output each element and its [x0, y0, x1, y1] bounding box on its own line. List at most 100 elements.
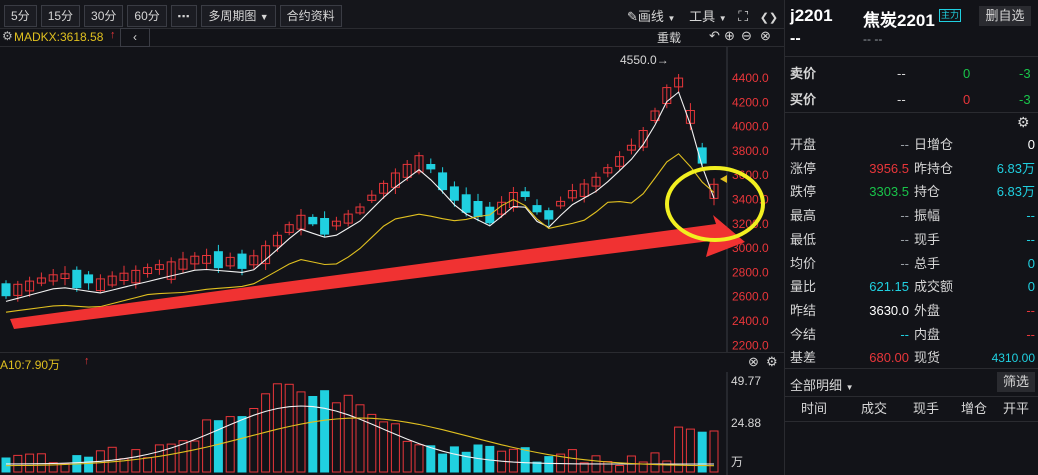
- zoom-out-icon[interactable]: ⊖: [741, 28, 752, 43]
- volume-bar: [166, 443, 176, 473]
- volume-axis-max: 49.77: [731, 374, 761, 388]
- filter-button[interactable]: 筛选: [997, 372, 1035, 392]
- indicator-switch-button[interactable]: ‹: [120, 28, 150, 47]
- stat-value: 3956.5: [869, 160, 909, 176]
- stat-value: 0: [1027, 279, 1035, 295]
- price-axis-tick: 3000.0: [732, 241, 769, 255]
- period-30min-button[interactable]: 30分: [84, 5, 124, 27]
- zoom-in-icon[interactable]: ⊕: [724, 28, 735, 43]
- stat-label: 现手: [914, 231, 941, 247]
- stat-label: 日增仓: [914, 137, 954, 152]
- volume-bar: [331, 402, 341, 473]
- ask-label: 卖价: [790, 66, 817, 81]
- stat-label: 振幅: [914, 208, 941, 224]
- volume-bar: [508, 448, 518, 473]
- undo-icon[interactable]: ↶: [709, 28, 720, 43]
- volume-bar: [320, 390, 330, 473]
- stat-value: --: [1026, 302, 1035, 318]
- volume-bar: [36, 453, 46, 473]
- volume-bar: [154, 444, 164, 473]
- max-price-marker: 4550.0→: [620, 53, 669, 67]
- volume-bar: [84, 456, 94, 473]
- volume-bar: [272, 383, 282, 473]
- period-60min-button[interactable]: 60分: [127, 5, 167, 27]
- volume-bar: [402, 440, 412, 473]
- stats-row: 量比 621.15 成交额 0: [785, 275, 1038, 299]
- close-icon[interactable]: ⊗: [760, 28, 771, 43]
- gear-icon[interactable]: ⚙: [766, 354, 778, 369]
- draw-line-button[interactable]: ✎画线 ▼: [627, 9, 675, 24]
- stat-value: --: [900, 326, 909, 342]
- main-contract-badge: 主力: [939, 9, 962, 22]
- ask-qty: 0: [963, 66, 971, 81]
- volume-bar: [638, 461, 648, 473]
- volume-bar: [237, 416, 247, 473]
- volume-bar: [520, 447, 530, 473]
- stat-value: --: [900, 208, 909, 224]
- volume-bar: [367, 413, 377, 473]
- chevron-down-icon: ▼: [259, 12, 269, 22]
- detail-header-price: 成交: [861, 401, 888, 416]
- remove-watchlist-button[interactable]: 删自选: [979, 6, 1031, 26]
- stat-label: 开盘: [790, 137, 817, 152]
- period-15min-button[interactable]: 15分: [40, 5, 81, 27]
- reload-button[interactable]: 重载: [657, 31, 682, 45]
- stat-value: 621.15: [869, 279, 909, 295]
- volume-bar: [143, 457, 153, 473]
- stats-row: 今结 -- 内盘 --: [785, 323, 1038, 347]
- tools-button[interactable]: 工具 ▼: [689, 9, 727, 24]
- detail-filter-dropdown[interactable]: 全部明细 ▼: [790, 375, 854, 394]
- volume-bar: [697, 431, 707, 473]
- volume-bar: [650, 452, 660, 473]
- volume-bar: [213, 420, 223, 473]
- volume-chart[interactable]: 49.77 24.88 万: [0, 372, 784, 475]
- arrow-up-icon: ↑: [110, 29, 116, 41]
- volume-bar: [48, 462, 58, 473]
- detail-dropdown-label: 全部明细: [790, 378, 843, 393]
- volume-bar: [662, 460, 672, 473]
- stat-label: 量比: [790, 279, 817, 295]
- stat-label: 持仓: [914, 184, 941, 200]
- volume-bar: [1, 457, 11, 473]
- trend-arrow: [10, 215, 745, 329]
- price-axis-tick: 4200.0: [732, 95, 769, 109]
- stat-value: 3303.5: [869, 184, 909, 200]
- stat-label: 均价: [790, 255, 817, 271]
- stat-value: --: [1026, 208, 1035, 224]
- volume-bar: [343, 394, 353, 473]
- multi-period-button[interactable]: 多周期图 ▼: [201, 5, 276, 27]
- close-icon[interactable]: ⊗: [748, 354, 759, 369]
- more-periods-button[interactable]: ▪▪▪: [170, 5, 198, 27]
- volume-bar: [308, 396, 318, 473]
- period-5min-button[interactable]: 5分: [4, 5, 37, 27]
- stat-label: 总手: [914, 255, 941, 271]
- volume-bar: [284, 383, 294, 473]
- top-toolbar: 5分 15分 30分 60分 ▪▪▪ 多周期图 ▼ 合约资料 ✎画线 ▼ 工具 ▼ ⛶ ❮❯: [0, 0, 784, 29]
- volume-bar: [674, 426, 684, 473]
- volume-bar: [390, 423, 400, 473]
- indicator-settings-icon[interactable]: ⚙: [2, 29, 13, 43]
- bid-price: --: [897, 92, 906, 107]
- stat-value: --: [900, 231, 909, 247]
- quote-panel: j2201 焦炭2201 主力 删自选 -- -- -- 卖价 -- 0 -3 …: [784, 0, 1038, 475]
- stats-row: 涨停 3956.5 昨持仓 6.83万: [785, 157, 1038, 181]
- volume-bar: [567, 449, 577, 473]
- bid-label: 买价: [790, 92, 817, 107]
- detail-header-open-close: 开平: [1003, 401, 1030, 416]
- stats-row: 最高 -- 振幅 --: [785, 204, 1038, 228]
- contract-name: 焦炭2201: [863, 11, 935, 30]
- price-axis-tick: 2400.0: [732, 314, 769, 328]
- fullscreen-icon[interactable]: ⛶: [738, 8, 749, 24]
- volume-bar: [426, 445, 436, 473]
- stat-value: 680.00: [869, 350, 909, 366]
- price-axis-tick: 3400.0: [732, 193, 769, 207]
- collapse-icon[interactable]: ❮❯: [759, 12, 779, 24]
- price-chart[interactable]: 4400.04200.04000.03800.03600.03400.03200…: [0, 47, 784, 352]
- stat-label: 今结: [790, 326, 817, 342]
- price-change: -- --: [863, 32, 883, 46]
- volume-bar: [249, 408, 259, 473]
- contract-info-button[interactable]: 合约资料: [279, 5, 342, 27]
- gear-icon[interactable]: ⚙: [1017, 114, 1030, 130]
- tools-label: 工具: [689, 9, 716, 24]
- volume-bar: [709, 430, 719, 473]
